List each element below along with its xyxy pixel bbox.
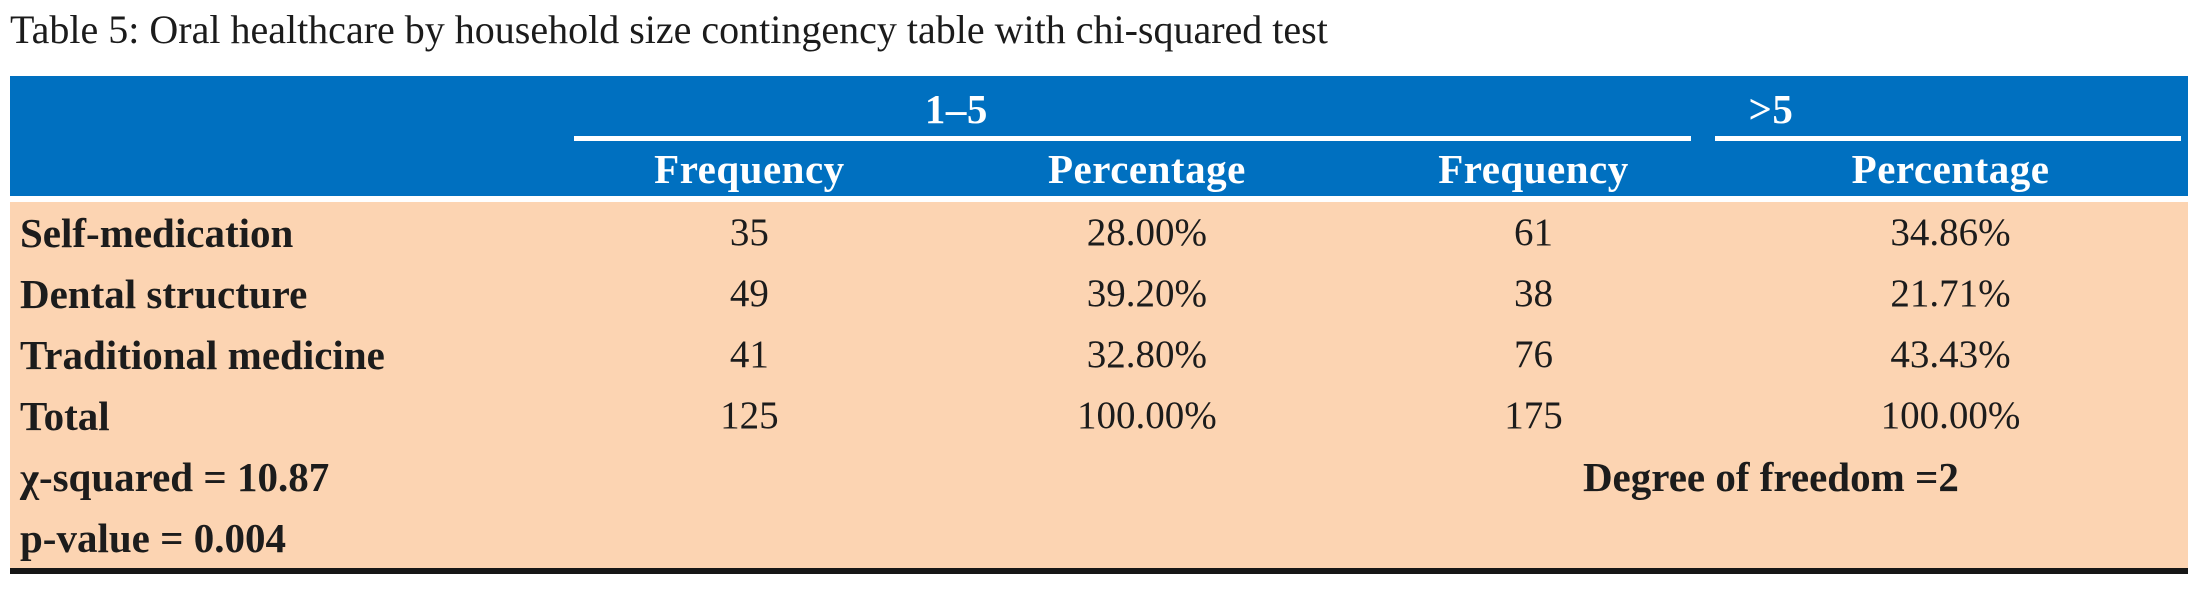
cell-percentage-1to5: 39.20% (1086, 272, 1208, 315)
header-body-divider (10, 196, 2188, 202)
col-header-frequency-1to5: Frequency (654, 146, 845, 192)
group-header-1to5: 1–5 (924, 86, 988, 132)
cell-frequency-1to5: 125 (720, 394, 779, 437)
contingency-table: 1–5 >5 Frequency Percentage Frequency Pe… (10, 76, 2188, 574)
cell-percentage-gt5: 43.43% (1890, 333, 2011, 376)
table-row-self-medication: Self-medication 35 28.00% 61 34.86% (10, 202, 2188, 263)
cell-frequency-gt5: 38 (1513, 272, 1553, 315)
row-label: Self-medication (20, 209, 294, 256)
row-label: Traditional medicine (20, 331, 385, 378)
cell-percentage-1to5: 100.00% (1077, 394, 1217, 437)
cell-frequency-1to5: 41 (729, 333, 769, 376)
p-value: p-value = 0.004 (20, 514, 286, 561)
table-row-dental-structure: Dental structure 49 39.20% 38 21.71% (10, 263, 2188, 324)
table-caption: Table 5: Oral healthcare by household si… (10, 7, 1328, 52)
cell-frequency-1to5: 35 (729, 211, 769, 254)
col-header-frequency-gt5: Frequency (1438, 146, 1629, 192)
table-row-total: Total 125 100.00% 175 100.00% (10, 385, 2188, 446)
cell-frequency-gt5: 76 (1513, 333, 1553, 376)
group-header-gt5: >5 (1748, 86, 1794, 132)
group-underline-gt5 (1715, 136, 2182, 141)
cell-percentage-gt5: 34.86% (1890, 211, 2011, 254)
row-label: Total (20, 392, 110, 439)
table-body: Self-medication 35 28.00% 61 34.86% Dent… (10, 202, 2188, 574)
cell-percentage-gt5: 100.00% (1880, 394, 2021, 437)
chi-squared-value: χ-squared = 10.87 (20, 453, 330, 500)
cell-frequency-1to5: 49 (729, 272, 769, 315)
table-row-p-value: p-value = 0.004 (10, 507, 2188, 568)
group-header-row: 1–5 >5 (10, 76, 2188, 142)
cell-percentage-gt5: 21.71% (1890, 272, 2011, 315)
cell-percentage-1to5: 28.00% (1086, 211, 1208, 254)
cell-frequency-gt5: 175 (1504, 394, 1563, 437)
col-header-percentage-gt5: Percentage (1851, 146, 2050, 192)
table-row-chi-squared: χ-squared = 10.87 Degree of freedom =2 (10, 446, 2188, 507)
row-label: Dental structure (20, 270, 308, 317)
col-header-percentage-1to5: Percentage (1048, 146, 1246, 192)
cell-frequency-gt5: 61 (1513, 211, 1553, 254)
table-header: 1–5 >5 Frequency Percentage Frequency Pe… (10, 76, 2188, 196)
cell-percentage-1to5: 32.80% (1086, 333, 1208, 376)
sub-header-row: Frequency Percentage Frequency Percentag… (10, 142, 2188, 196)
table-row-traditional-medicine: Traditional medicine 41 32.80% 76 43.43% (10, 324, 2188, 385)
group-underline-1to5 (574, 136, 1692, 141)
degrees-of-freedom-value: Degree of freedom =2 (1582, 453, 1959, 500)
